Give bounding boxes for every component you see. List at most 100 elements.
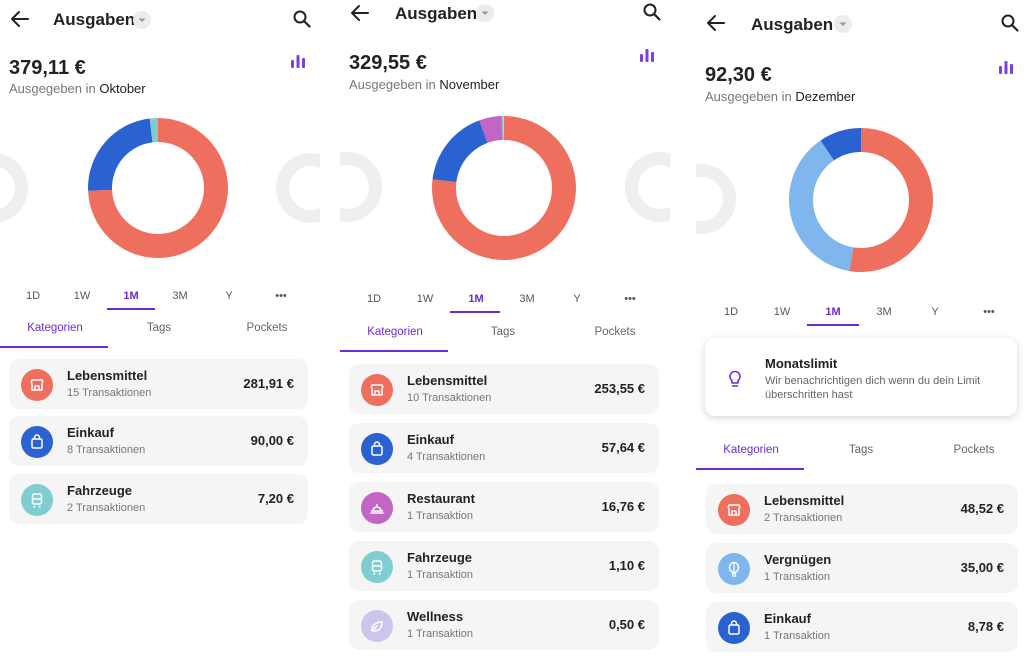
- donut-slice-wellness[interactable]: [503, 116, 504, 141]
- category-name: Restaurant: [407, 491, 475, 506]
- category-amount: 35,00 €: [960, 560, 1004, 575]
- limit-description: Wir benachrichtigen dich wenn du dein Li…: [765, 375, 981, 401]
- tab-tags[interactable]: Tags: [146, 322, 172, 334]
- period-1m[interactable]: 1M: [123, 290, 139, 302]
- more-options-button[interactable]: •••: [275, 290, 287, 302]
- total-amount: 379,11 €: [9, 57, 86, 79]
- next-month-donut[interactable]: [625, 152, 670, 222]
- category-row-fahrzeuge[interactable]: Fahrzeuge 2 Transaktionen 7,20 €: [9, 474, 308, 524]
- more-options-button[interactable]: •••: [983, 306, 995, 318]
- search-icon[interactable]: [642, 2, 662, 22]
- category-row-lebensmittel[interactable]: Lebensmittel 10 Transaktionen 253,55 €: [349, 364, 659, 414]
- spent-in-label: Ausgegeben in Oktober: [9, 81, 146, 96]
- previous-month-donut[interactable]: [340, 152, 382, 222]
- shopping-bag-icon: [718, 612, 750, 644]
- donut-slice-restaurant[interactable]: [479, 116, 503, 143]
- period-1w[interactable]: 1W: [773, 306, 791, 318]
- balloon-icon: [718, 553, 750, 585]
- back-arrow-icon[interactable]: [348, 1, 372, 25]
- donut-slice-lebensmittel[interactable]: [88, 118, 228, 258]
- page-title: Ausgaben: [53, 10, 136, 29]
- period-1m[interactable]: 1M: [825, 306, 841, 318]
- category-row-einkauf[interactable]: Einkauf 4 Transaktionen 57,64 €: [349, 423, 659, 473]
- category-row-wellness[interactable]: Wellness 1 Transaktion 0,50 €: [349, 600, 659, 650]
- period-1d[interactable]: 1D: [366, 293, 382, 305]
- period-3m[interactable]: 3M: [172, 290, 188, 302]
- chevron-down-icon[interactable]: [834, 15, 852, 33]
- category-row-fahrzeuge[interactable]: Fahrzeuge 1 Transaktion 1,10 €: [349, 541, 659, 591]
- period-1m[interactable]: 1M: [468, 293, 484, 305]
- transaction-count: 1 Transaktion: [407, 628, 474, 640]
- next-month-donut[interactable]: [276, 153, 320, 223]
- screen-dezember: Ausgaben 92,30 € Ausgegeben in Dezember …: [696, 0, 1024, 657]
- app-header: Ausgaben: [340, 0, 670, 40]
- tab-pockets[interactable]: Pockets: [953, 444, 995, 456]
- previous-month-donut[interactable]: [0, 153, 28, 223]
- search-icon[interactable]: [1000, 13, 1020, 33]
- back-arrow-icon[interactable]: [704, 11, 728, 35]
- more-options-button[interactable]: •••: [624, 293, 636, 305]
- tab-pockets[interactable]: Pockets: [594, 326, 636, 338]
- period-y[interactable]: Y: [573, 293, 581, 305]
- leaf-icon: [361, 610, 393, 642]
- chevron-down-icon[interactable]: [476, 4, 494, 22]
- category-tabs: Kategorien Tags Pockets: [696, 440, 1024, 474]
- category-row-einkauf[interactable]: Einkauf 8 Transaktionen 90,00 €: [9, 416, 308, 466]
- tab-tags[interactable]: Tags: [490, 326, 516, 338]
- category-amount: 253,55 €: [594, 381, 645, 396]
- previous-month-donut[interactable]: [696, 164, 736, 234]
- donut-slice-lebensmittel[interactable]: [432, 116, 576, 260]
- tab-pockets[interactable]: Pockets: [246, 322, 288, 334]
- storefront-icon: [21, 369, 53, 401]
- spent-in-label: Ausgegeben in Dezember: [705, 89, 855, 104]
- category-name: Lebensmittel: [764, 493, 845, 508]
- category-row-restaurant[interactable]: Restaurant 1 Transaktion 16,76 €: [349, 482, 659, 532]
- shopping-bag-icon: [21, 426, 53, 458]
- period-3m[interactable]: 3M: [519, 293, 535, 305]
- train-icon: [361, 551, 393, 583]
- period-1w[interactable]: 1W: [73, 290, 91, 302]
- spending-donut-chart: [432, 116, 576, 260]
- donut-slice-vergngen[interactable]: [789, 140, 854, 272]
- food-tray-icon: [361, 492, 393, 524]
- bar-chart-icon[interactable]: [638, 46, 656, 64]
- search-icon[interactable]: [292, 9, 312, 29]
- period-1d[interactable]: 1D: [25, 290, 41, 302]
- donut-slice-einkauf[interactable]: [820, 128, 861, 161]
- period-selector: 1D 1W 1M 3M Y •••: [0, 286, 320, 310]
- spending-donut-chart: [88, 118, 228, 258]
- limit-title: Monatslimit: [765, 356, 838, 371]
- period-3m[interactable]: 3M: [876, 306, 892, 318]
- period-y[interactable]: Y: [931, 306, 939, 318]
- period-y[interactable]: Y: [225, 290, 233, 302]
- category-name: Fahrzeuge: [67, 483, 133, 498]
- tab-kategorien[interactable]: Kategorien: [723, 444, 779, 456]
- donut-slice-einkauf[interactable]: [88, 118, 153, 191]
- monthly-limit-card[interactable]: Monatslimit Wir benachrichtigen dich wen…: [705, 338, 1017, 416]
- period-1w[interactable]: 1W: [416, 293, 434, 305]
- donut-slice-einkauf[interactable]: [432, 120, 488, 183]
- category-amount: 281,91 €: [243, 376, 294, 391]
- category-row-lebensmittel[interactable]: Lebensmittel 2 Transaktionen 48,52 €: [706, 484, 1018, 534]
- back-arrow-icon[interactable]: [8, 7, 32, 31]
- bar-chart-icon[interactable]: [997, 58, 1015, 76]
- period-indicator: [107, 308, 155, 310]
- bar-chart-icon[interactable]: [289, 52, 307, 70]
- chevron-down-icon[interactable]: [133, 11, 151, 29]
- total-amount: 329,55 €: [349, 52, 427, 74]
- tab-kategorien[interactable]: Kategorien: [27, 322, 83, 334]
- donut-slice-fahrzeuge[interactable]: [149, 118, 158, 143]
- category-row-einkauf[interactable]: Einkauf 1 Transaktion 8,78 €: [706, 602, 1018, 652]
- donut-slice-fahrzeuge[interactable]: [501, 116, 504, 141]
- category-amount: 57,64 €: [601, 440, 645, 455]
- tab-tags[interactable]: Tags: [848, 444, 874, 456]
- category-name: Einkauf: [407, 432, 454, 447]
- period-1d[interactable]: 1D: [723, 306, 739, 318]
- category-row-lebensmittel[interactable]: Lebensmittel 15 Transaktionen 281,91 €: [9, 359, 308, 409]
- tab-kategorien[interactable]: Kategorien: [367, 326, 423, 338]
- spent-prefix: Ausgegeben in: [705, 89, 792, 104]
- category-row-vergnuegen[interactable]: Vergnügen 1 Transaktion 35,00 €: [706, 543, 1018, 593]
- category-name: Fahrzeuge: [407, 550, 473, 565]
- transaction-count: 2 Transaktionen: [67, 502, 146, 514]
- donut-slice-lebensmittel[interactable]: [849, 128, 933, 272]
